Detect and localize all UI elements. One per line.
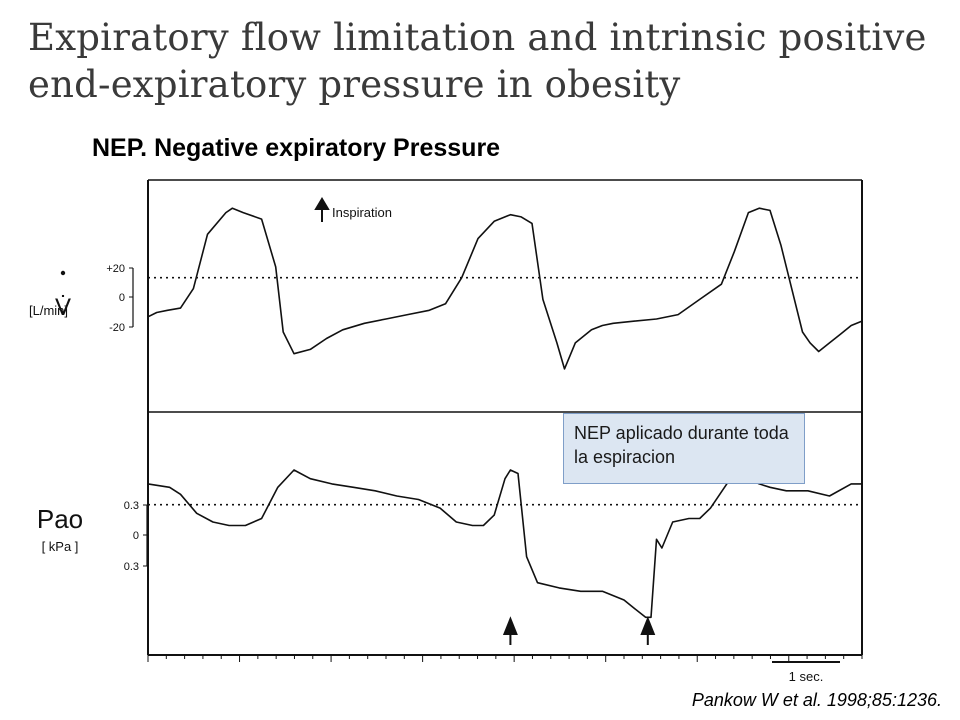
slide-subtitle: NEP. Negative expiratory Pressure	[92, 134, 501, 162]
pressure-series	[147, 469, 862, 619]
y-tick-label: 0	[119, 292, 125, 304]
waveform-svg: V̇ [L/min] +20 0 -20 Inspiration Pao [ kPa…	[29, 179, 863, 684]
flow-panel: V̇ [L/min] +20 0 -20 Inspiration	[29, 197, 863, 370]
inspiration-label: Inspiration	[332, 205, 392, 220]
pressure-ticks: 0.3 0 0.3	[124, 500, 148, 573]
series-line	[147, 207, 863, 370]
flow-axis-unit: [L/min]	[29, 303, 68, 318]
pressure-panel: Pao [ kPa ] 0.3 0 0.3	[37, 469, 862, 645]
nep-arrow-icon	[640, 616, 656, 645]
pressure-axis-unit: [ kPa ]	[42, 539, 79, 554]
nep-callout: NEP aplicado durante toda la espiracion	[563, 413, 805, 484]
y-tick-label: 0.3	[124, 561, 139, 573]
inspiration-arrow-icon	[314, 197, 330, 222]
flow-axis-label: V̇	[55, 293, 71, 321]
plot-frame	[147, 179, 863, 662]
flow-ticks: +20 0 -20	[106, 263, 134, 334]
flow-series	[147, 207, 863, 370]
inspiration-annotation: Inspiration	[314, 197, 392, 222]
nep-arrow-icon	[502, 616, 518, 645]
y-tick-label: 0.3	[124, 500, 139, 512]
nep-recording-figure: V̇ [L/min] +20 0 -20 Inspiration Pao [ kPa…	[0, 170, 960, 690]
citation: Pankow W et al. 1998;85:1236.	[691, 690, 942, 710]
series-line	[147, 469, 862, 619]
y-tick-label: +20	[106, 263, 125, 275]
pressure-axis-label: Pao	[37, 504, 83, 534]
y-tick-label: -20	[109, 322, 125, 334]
flow-dot-icon	[60, 270, 66, 276]
nep-markers	[502, 616, 656, 645]
time-scale-bar: 1 sec.	[772, 661, 840, 684]
slide-title: Expiratory flow limitation and intrinsic…	[28, 16, 927, 106]
y-tick-label: 0	[133, 530, 139, 542]
scale-bar-label: 1 sec.	[789, 669, 824, 684]
